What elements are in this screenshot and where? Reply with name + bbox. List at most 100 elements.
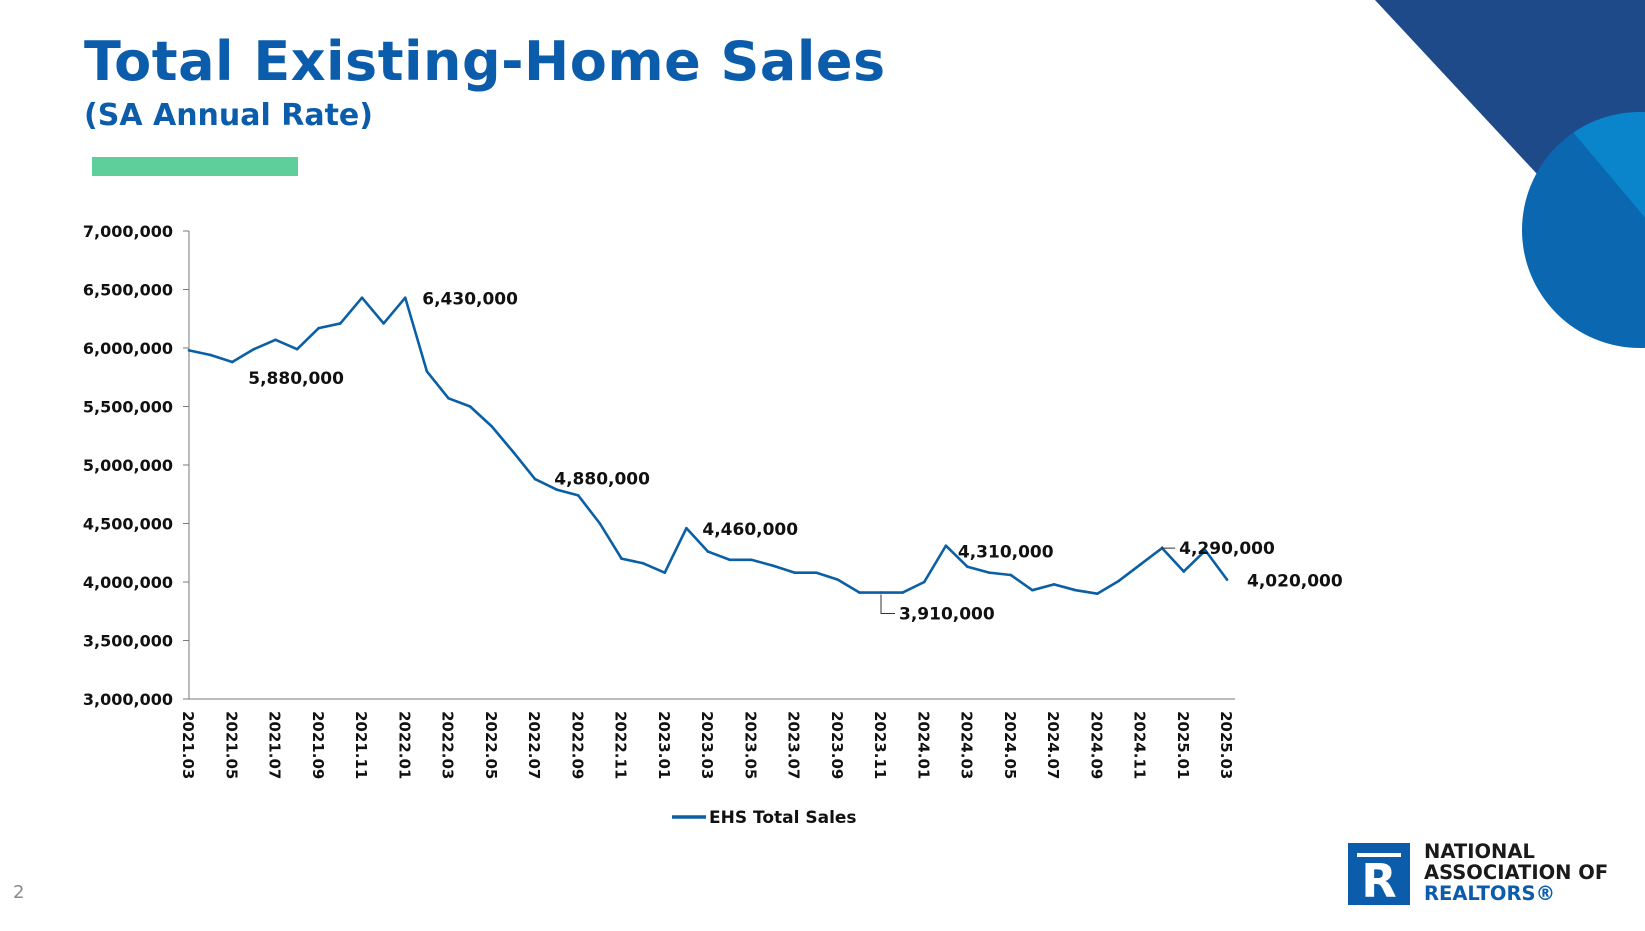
data-point [187,349,191,352]
data-point [987,571,991,574]
data-point [922,580,926,584]
data-label: 3,910,000 [899,605,995,625]
line-chart: 3,000,000 3,500,000 4,000,000 4,500,000 5,00… [83,222,1343,828]
data-point [1074,588,1077,592]
data-label-leader [1161,546,1176,549]
x-tick-label: 2021.03 [179,711,197,779]
data-point [966,565,969,569]
data-label: 4,880,000 [554,469,650,489]
data-point [879,591,883,594]
x-tick-label: 2022.11 [612,711,630,779]
chart-legend: EHS Total Sales [672,808,857,828]
data-label: 4,310,000 [958,543,1054,563]
x-tick-label: 2023.01 [655,711,673,779]
data-point [403,296,407,299]
data-point [1009,573,1013,577]
x-tick-label: 2021.07 [266,711,284,779]
data-point [512,450,515,454]
x-tick-label: 2024.05 [1001,711,1019,779]
data-point [1182,570,1186,573]
data-point [274,338,277,342]
x-tick-label: 2023.03 [698,711,716,779]
legend-label: EHS Total Sales [709,808,857,828]
x-tick-label: 2023.05 [741,711,759,779]
y-tick-label: 5,500,000 [83,398,173,417]
data-point [252,347,256,351]
nar-logo: R NATIONAL ASSOCIATION OF REALTORS® [1348,841,1633,905]
data-point [641,561,645,565]
data-point [447,397,450,400]
realtor-r-logo-icon: R [1348,843,1410,905]
data-label: 6,430,000 [422,290,518,310]
data-point [944,544,948,548]
data-label: 4,020,000 [1247,572,1343,592]
data-point [836,578,840,581]
y-tick-label: 4,000,000 [83,573,173,592]
x-tick-label: 2023.11 [871,711,889,779]
data-point [295,347,299,351]
x-tick-label: 2022.03 [439,711,457,779]
data-point [317,326,321,330]
logo-line-2: ASSOCIATION OF [1424,861,1609,884]
data-point [555,488,558,491]
y-tick-label: 5,000,000 [83,456,173,475]
data-point [1117,579,1121,583]
data-point [1052,583,1056,586]
slide-title: Total Existing-Home Sales [84,30,886,93]
data-point [901,591,904,594]
slide-subtitle: (SA Annual Rate) [84,98,373,133]
decorative-circle-highlight [1573,112,1645,218]
data-label: 5,880,000 [248,369,344,389]
x-tick-label: 2025.03 [1217,711,1235,779]
logo-line-1: NATIONAL [1424,840,1535,863]
data-point [663,571,667,574]
x-tick-label: 2024.07 [1044,711,1062,779]
data-point [706,550,710,553]
x-tick-label: 2024.11 [1131,711,1149,779]
corner-decoration [1375,0,1645,348]
data-point [533,477,537,481]
data-point [576,494,580,497]
data-point [360,296,364,299]
data-label-leader [880,594,895,615]
y-tick-label: 3,500,000 [83,632,173,651]
x-tick-label: 2022.07 [525,711,543,779]
data-point [209,353,212,357]
x-tick-label: 2021.09 [309,711,327,779]
x-tick-label: 2023.07 [785,711,803,779]
title-accent-bar [92,157,298,176]
data-point [490,425,494,428]
x-tick-label: 2024.01 [914,711,932,779]
data-point [1225,578,1229,581]
data-label: 4,460,000 [702,520,798,540]
data-point [771,564,775,567]
data-point [382,322,385,325]
x-tick-label: 2024.09 [1087,711,1105,779]
data-point [1139,563,1142,566]
data-point [793,571,796,574]
series-layer [187,296,1229,595]
data-point [1031,588,1034,592]
y-tick-label: 3,000,000 [83,690,173,709]
data-point [1204,549,1207,552]
logo-wordmark: NATIONAL ASSOCIATION OF REALTORS® [1424,841,1608,904]
x-tick-label: 2022.09 [568,711,586,779]
series-line [188,296,1229,595]
data-point [620,557,623,560]
data-point [685,526,688,530]
data-point [814,571,818,574]
page-number: 2 [13,882,25,903]
x-tick-label: 2023.09 [828,711,846,779]
x-tick-label: 2021.05 [222,711,240,779]
x-tick-label: 2022.05 [482,711,500,779]
y-tick-label: 4,500,000 [83,515,173,534]
data-label: 4,290,000 [1179,539,1275,559]
x-tick-label: 2021.11 [352,711,370,779]
y-axis: 3,000,000 3,500,000 4,000,000 4,500,000 5,00… [83,222,190,709]
data-point [425,370,429,373]
y-tick-label: 6,000,000 [83,339,173,358]
data-point [728,558,731,562]
logo-letter: R [1361,854,1396,905]
y-tick-label: 6,500,000 [83,281,173,300]
data-point [339,322,342,325]
